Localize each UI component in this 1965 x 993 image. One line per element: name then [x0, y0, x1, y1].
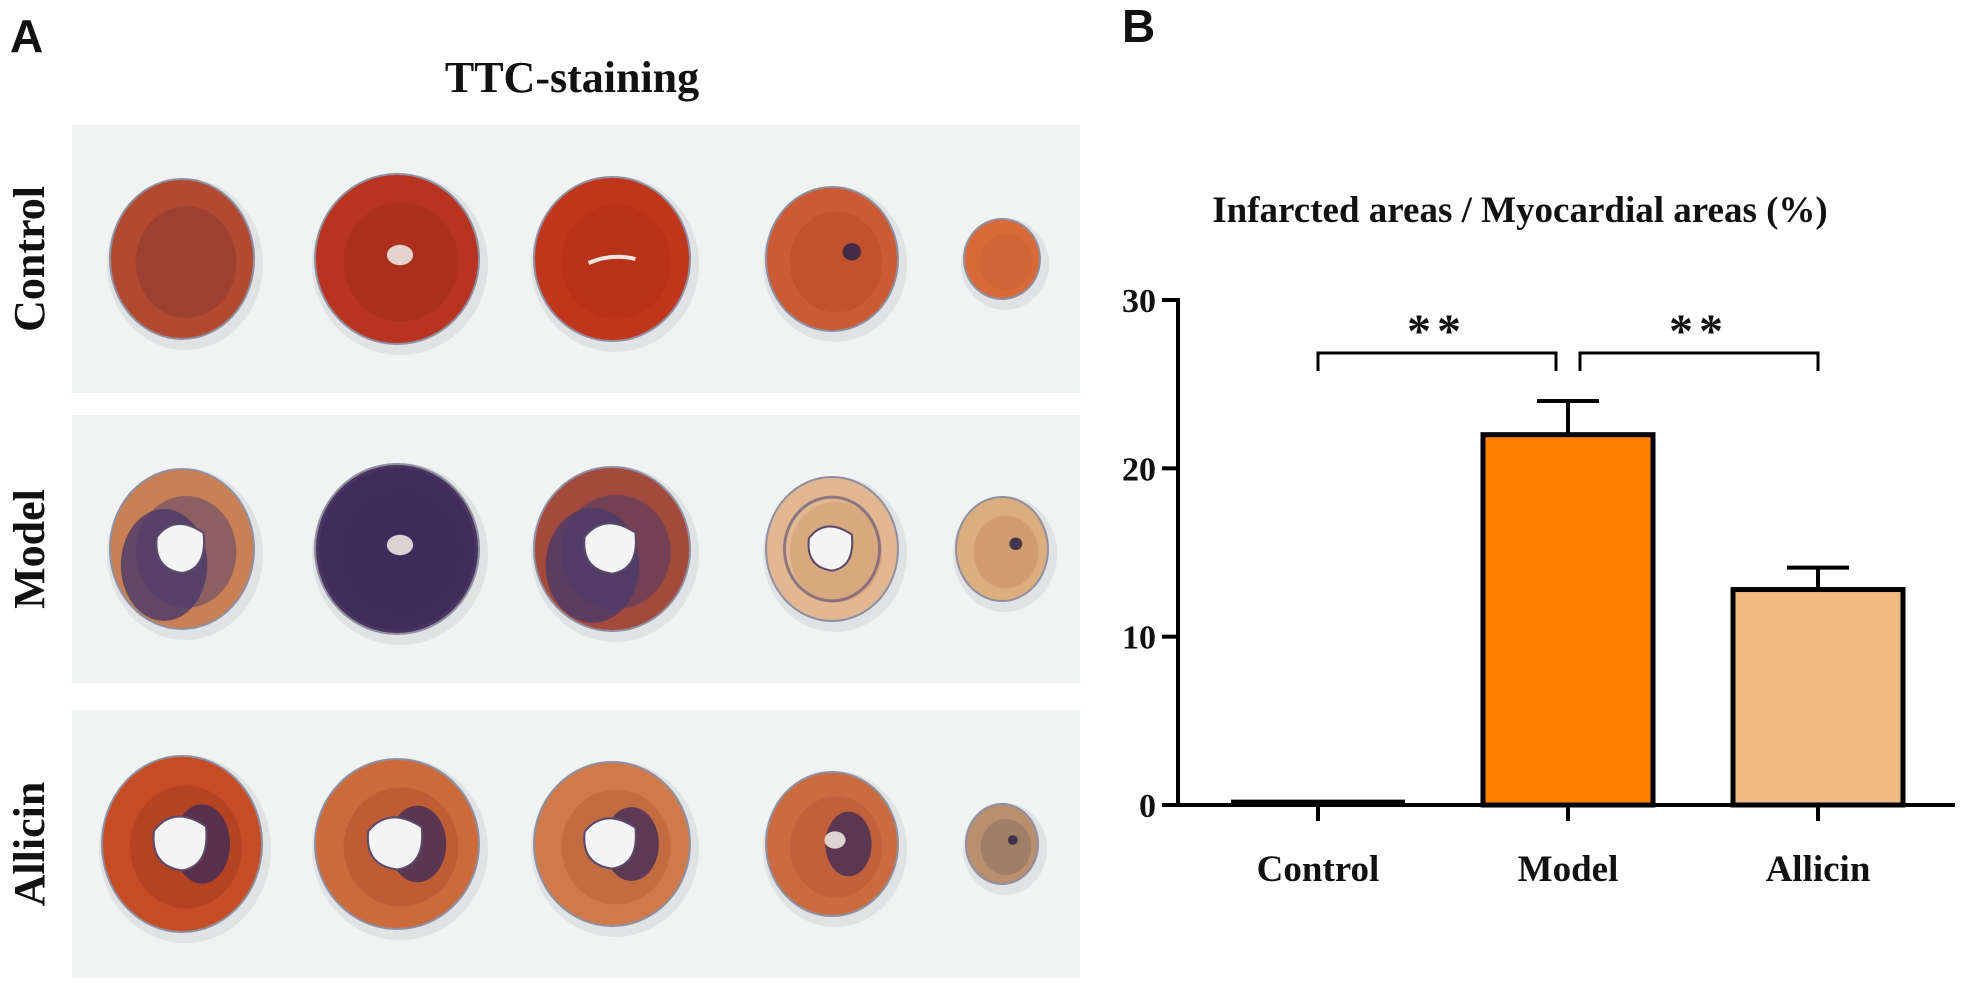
- heart-slice: [763, 771, 907, 927]
- x-tick-label: Control: [1257, 849, 1380, 890]
- row-label: Model: [5, 489, 54, 609]
- panel-a-title: TTC-staining: [445, 53, 699, 102]
- heart-slice: [953, 496, 1057, 612]
- x-tick-label: Model: [1518, 849, 1619, 890]
- chart-title: Infarcted areas / Myocardial areas (%): [1212, 190, 1828, 231]
- heart-slice: [107, 178, 263, 350]
- panel-b: B Infarcted areas / Myocardial areas (%)…: [1122, 0, 1955, 890]
- heart-slice: [312, 463, 488, 645]
- y-tick-label: 10: [1122, 620, 1156, 657]
- heart-slice: [963, 803, 1047, 895]
- tissue-rows: Control Model Allicin: [5, 125, 1080, 978]
- panel-a: A TTC-staining Control Model Allicin: [5, 10, 1080, 978]
- significance-bracket: [1316, 351, 1558, 371]
- heart-slice: [99, 755, 271, 943]
- heart-slice: [763, 186, 907, 342]
- heart-slice: [312, 173, 488, 355]
- heart-slice: [961, 218, 1049, 310]
- significance-label: **: [1669, 305, 1729, 358]
- row-label: Control: [5, 186, 54, 332]
- significance-bracket: [1578, 351, 1820, 371]
- heart-slice: [107, 468, 263, 640]
- y-tick-label: 20: [1122, 451, 1156, 488]
- tissue-row-allicin: Allicin: [5, 710, 1080, 978]
- row-label: Allicin: [5, 782, 54, 907]
- bar-allicin: [1730, 587, 1906, 808]
- heart-slice: [531, 176, 699, 352]
- heart-slice: [531, 761, 699, 937]
- significance-label: **: [1407, 305, 1467, 358]
- panel-a-letter: A: [10, 10, 43, 62]
- heart-slice: [312, 758, 488, 940]
- panel-b-letter: B: [1122, 0, 1155, 52]
- heart-slice: [531, 466, 699, 642]
- tissue-row-control: Control: [5, 125, 1080, 393]
- bar-chart: 0 10 20 30 Control Model Allicin ** **: [1122, 283, 1955, 890]
- bar-control: [1231, 799, 1405, 808]
- x-tick-label: Allicin: [1766, 849, 1871, 890]
- y-tick-label: 0: [1139, 788, 1156, 825]
- bar-model: [1480, 432, 1656, 808]
- tissue-row-model: Model: [5, 415, 1080, 683]
- heart-slice: [763, 476, 907, 632]
- y-tick-label: 30: [1122, 283, 1156, 320]
